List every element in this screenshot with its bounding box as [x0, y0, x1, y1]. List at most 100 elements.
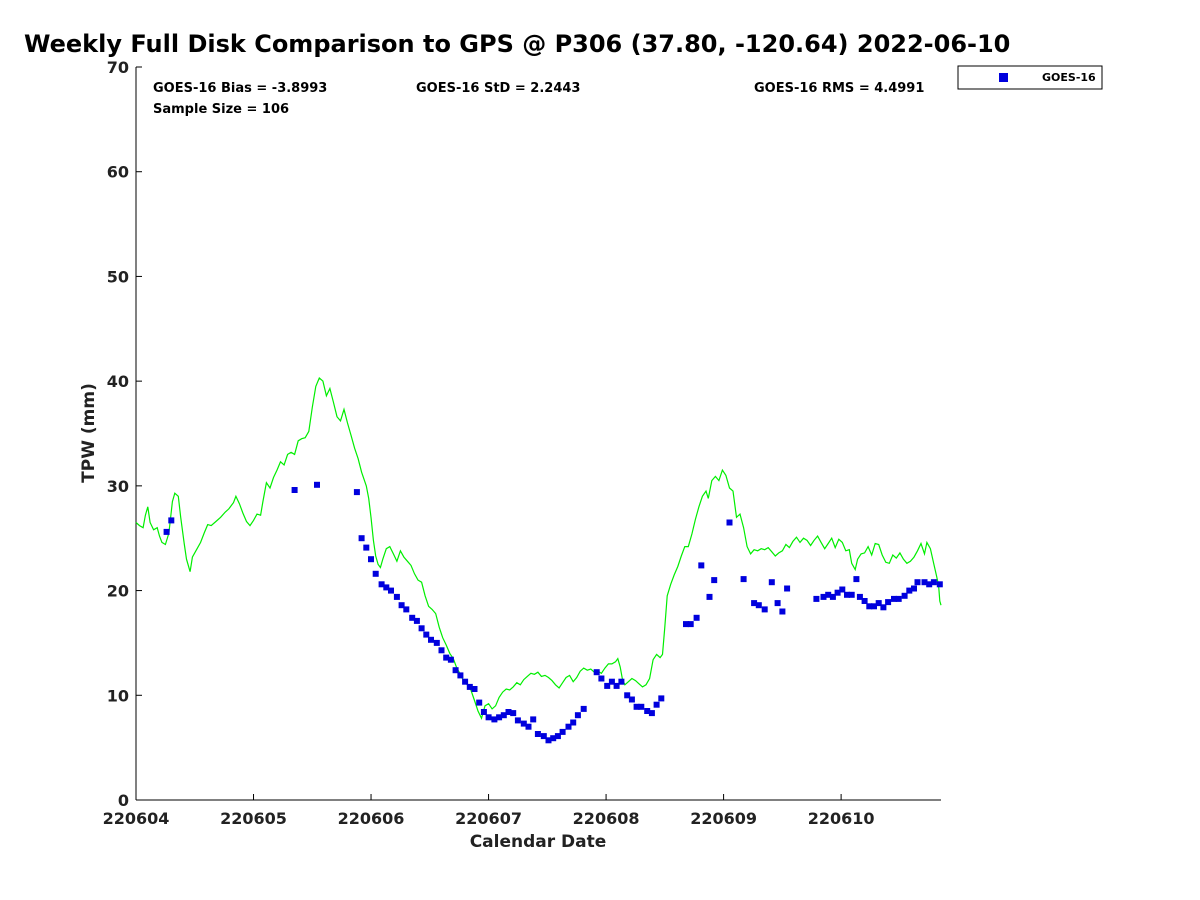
goes16-point [168, 517, 175, 524]
y-tick-label: 30 [107, 477, 129, 496]
legend-label-goes16: GOES-16 [1042, 71, 1096, 84]
goes16-point [491, 716, 498, 723]
goes16-point [520, 720, 527, 727]
goes16-point [866, 603, 873, 610]
goes16-point [687, 621, 694, 628]
goes16-point [540, 733, 547, 740]
goes16-point [423, 631, 430, 638]
goes16-point [774, 600, 781, 607]
goes16-point [871, 603, 877, 610]
y-tick-label: 50 [107, 267, 129, 286]
goes16-point [895, 595, 902, 602]
goes16-point [880, 604, 887, 611]
legend-box [957, 65, 1103, 90]
goes16-point [875, 600, 882, 607]
goes16-point [906, 587, 913, 594]
goes16-point [462, 678, 469, 685]
goes16-point [378, 581, 385, 588]
goes16-point [510, 710, 517, 717]
goes16-point [393, 593, 400, 600]
x-tick-label: 220604 [103, 809, 170, 828]
x-tick-label: 220609 [690, 809, 757, 828]
goes16-point [443, 654, 450, 661]
goes16-point [550, 735, 557, 742]
goes16-point [613, 682, 620, 689]
goes16-point [505, 709, 512, 715]
goes16-point [598, 675, 605, 682]
goes16-point [706, 593, 713, 600]
goes16-point [911, 585, 917, 592]
goes16-point [438, 647, 445, 654]
stat-rms: GOES-16 RMS = 4.4991 [754, 81, 924, 96]
goes16-point [726, 519, 733, 526]
goes16-point [570, 719, 577, 726]
goes16-point [834, 589, 841, 596]
legend-marker-goes16 [999, 73, 1008, 82]
stat-bias: GOES-16 Bias = -3.8993 [153, 81, 327, 96]
goes16-point [476, 699, 483, 706]
goes16-point [409, 614, 416, 621]
goes16-point [466, 683, 473, 690]
goes16-point [514, 717, 521, 724]
goes16-point [368, 556, 374, 563]
goes16-point [658, 695, 665, 702]
goes16-point [856, 593, 863, 600]
goes16-point [554, 733, 561, 740]
goes16-point [648, 710, 655, 717]
goes16-point [496, 714, 503, 721]
goes16-point [608, 678, 615, 685]
goes16-point [457, 672, 464, 679]
goes16-point [314, 481, 320, 488]
goes16-point [545, 737, 552, 744]
gps-line-series [135, 377, 942, 720]
axis-ticks: 0 10 20 30 40 50 60 70 220604 220605 220606 220607 2… [103, 58, 875, 828]
goes16-point [901, 592, 908, 599]
goes16-point [644, 708, 651, 714]
goes16-point [624, 692, 631, 699]
goes16-point [530, 716, 537, 723]
goes16-point [784, 585, 791, 592]
goes16-point [638, 703, 645, 710]
goes16-point [398, 602, 405, 609]
goes16-point [768, 579, 775, 586]
x-tick-label: 220606 [338, 809, 405, 828]
plot-area [136, 67, 941, 800]
goes16-point [711, 577, 718, 584]
x-tick-label: 220608 [573, 809, 640, 828]
goes16-point [471, 686, 478, 692]
goes16-point [820, 593, 827, 600]
goes16-point [779, 608, 786, 615]
goes16-point [885, 599, 892, 606]
goes16-point [447, 656, 454, 663]
goes16-point [291, 487, 298, 493]
goes16-point [825, 591, 832, 598]
goes16-point [653, 701, 660, 708]
y-axis-label: TPW (mm) [79, 383, 99, 483]
goes16-point [698, 562, 705, 569]
gps-line [135, 377, 942, 720]
x-tick-label: 220607 [455, 809, 522, 828]
goes16-point [761, 606, 768, 613]
goes16-point [413, 617, 420, 624]
goes16-point [926, 581, 933, 588]
goes16-point [163, 528, 170, 535]
y-tick-label: 60 [107, 163, 129, 182]
x-tick-label: 220605 [220, 809, 287, 828]
goes16-point [500, 712, 507, 719]
goes16-point [740, 576, 747, 583]
goes16-point [363, 544, 370, 551]
goes16-point [930, 579, 937, 586]
goes16-point [861, 598, 868, 604]
goes16-point [813, 595, 820, 602]
goes16-point [480, 709, 487, 715]
goes16-point [388, 587, 394, 594]
goes16-point [683, 621, 689, 628]
y-tick-label: 10 [107, 686, 129, 705]
x-axis-label: Calendar Date [470, 832, 607, 852]
goes16-point [618, 678, 625, 685]
goes16-point [755, 602, 762, 609]
goes16-point [418, 625, 425, 632]
goes16-point [848, 591, 855, 598]
goes16-point [383, 584, 390, 591]
